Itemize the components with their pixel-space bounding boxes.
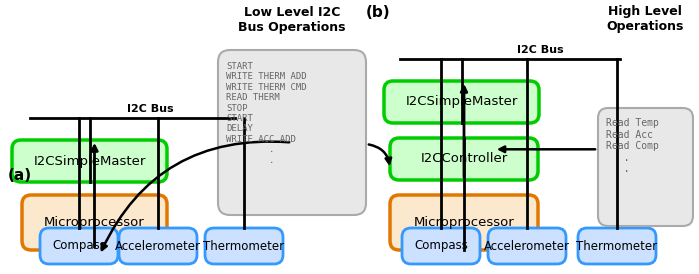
FancyBboxPatch shape	[598, 108, 693, 226]
FancyBboxPatch shape	[12, 140, 167, 182]
Text: Accelerometer: Accelerometer	[484, 239, 570, 253]
Text: I2C Bus: I2C Bus	[127, 104, 173, 114]
Text: START
WRITE THERM ADD
WRITE THERM CMD
READ THERM
STOP
START
DELAY
WRITE ACC ADD
: START WRITE THERM ADD WRITE THERM CMD RE…	[226, 62, 307, 165]
Text: Low Level I2C
Bus Operations: Low Level I2C Bus Operations	[238, 6, 346, 34]
FancyBboxPatch shape	[578, 228, 656, 264]
Text: I2CSimpleMaster: I2CSimpleMaster	[34, 155, 145, 167]
FancyBboxPatch shape	[205, 228, 283, 264]
Text: Compass: Compass	[52, 239, 106, 253]
Text: I2C Bus: I2C Bus	[517, 45, 563, 55]
Text: (a): (a)	[8, 167, 32, 182]
FancyBboxPatch shape	[402, 228, 480, 264]
FancyBboxPatch shape	[22, 195, 167, 250]
Text: Thermometer: Thermometer	[577, 239, 658, 253]
Text: Accelerometer: Accelerometer	[115, 239, 201, 253]
FancyBboxPatch shape	[390, 195, 538, 250]
Text: Compass: Compass	[414, 239, 468, 253]
Text: Microprocessor: Microprocessor	[44, 216, 145, 229]
Text: Read Temp
Read Acc
Read Comp
   .
   .: Read Temp Read Acc Read Comp . .	[606, 118, 659, 174]
FancyBboxPatch shape	[119, 228, 197, 264]
Text: I2CSimpleMaster: I2CSimpleMaster	[405, 96, 518, 109]
Text: Microprocessor: Microprocessor	[414, 216, 514, 229]
Text: Thermometer: Thermometer	[203, 239, 284, 253]
FancyBboxPatch shape	[218, 50, 366, 215]
Text: (b): (b)	[366, 5, 391, 20]
Text: High Level
Operations: High Level Operations	[606, 5, 684, 33]
Text: I2CController: I2CController	[420, 153, 507, 165]
FancyBboxPatch shape	[488, 228, 566, 264]
FancyBboxPatch shape	[384, 81, 539, 123]
FancyBboxPatch shape	[40, 228, 118, 264]
FancyBboxPatch shape	[390, 138, 538, 180]
